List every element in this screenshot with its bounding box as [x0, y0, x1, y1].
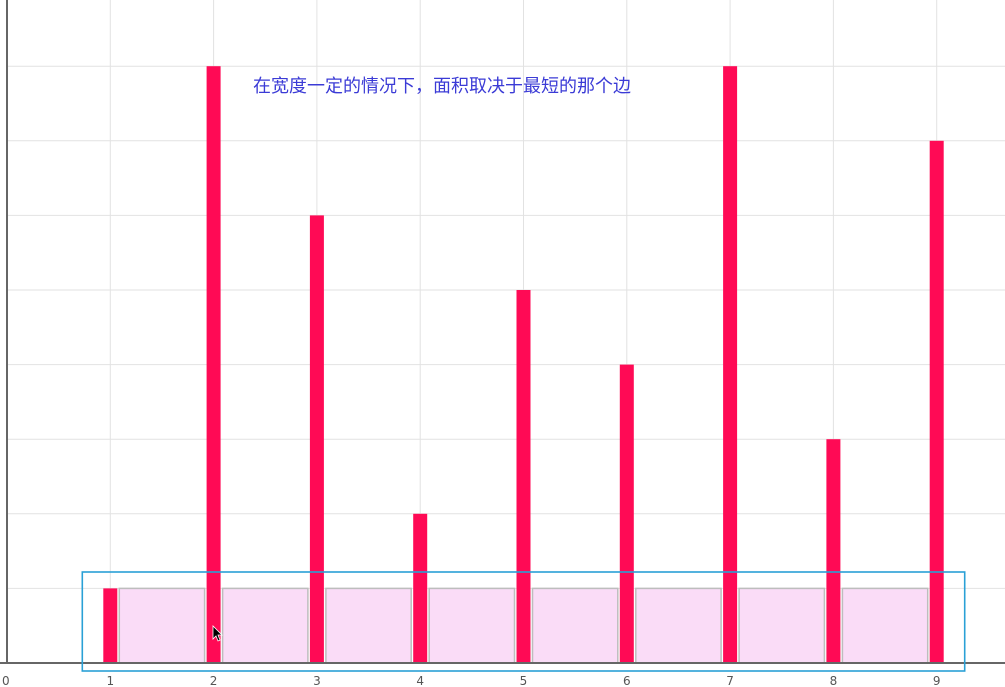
bar-1: [103, 588, 118, 663]
x-tick-label-9: 9: [933, 674, 941, 687]
annotation-text: 在宽度一定的情况下，面积取决于最短的那个边: [253, 76, 631, 97]
highlight-box: [81, 571, 966, 672]
x-tick-label-2: 2: [210, 674, 218, 687]
bar-8: [826, 439, 841, 663]
x-tick-label-5: 5: [520, 674, 528, 687]
area-cell: [531, 587, 619, 664]
x-tick-label-3: 3: [313, 674, 321, 687]
mouse-cursor-icon: [212, 625, 223, 642]
area-cell: [635, 587, 722, 664]
axes: [0, 0, 1005, 664]
x-tick-label-8: 8: [830, 674, 838, 687]
bar-2: [206, 66, 221, 663]
bar-4: [413, 513, 428, 663]
x-tick-label-7: 7: [726, 674, 734, 687]
area-cell: [428, 587, 516, 664]
x-tick-label-6: 6: [623, 674, 631, 687]
bar-6: [619, 364, 634, 663]
area-cell: [221, 587, 309, 664]
bar-5: [516, 290, 531, 663]
x-tick-labels: 0 1 2 3 4 5 6 7 8 9: [2, 674, 941, 687]
bar-7: [723, 66, 738, 663]
min-height-area-cells: [118, 587, 929, 664]
area-cell: [841, 587, 929, 664]
bar-9: [929, 140, 944, 664]
bar-3: [309, 215, 324, 663]
area-cell: [325, 587, 412, 664]
x-origin-label: 0: [2, 674, 10, 687]
area-cell: [118, 587, 206, 664]
bars: [103, 66, 944, 664]
x-tick-label-1: 1: [106, 674, 114, 687]
area-cell: [738, 587, 826, 664]
gridlines: [7, 0, 1005, 663]
x-tick-label-4: 4: [416, 674, 424, 687]
